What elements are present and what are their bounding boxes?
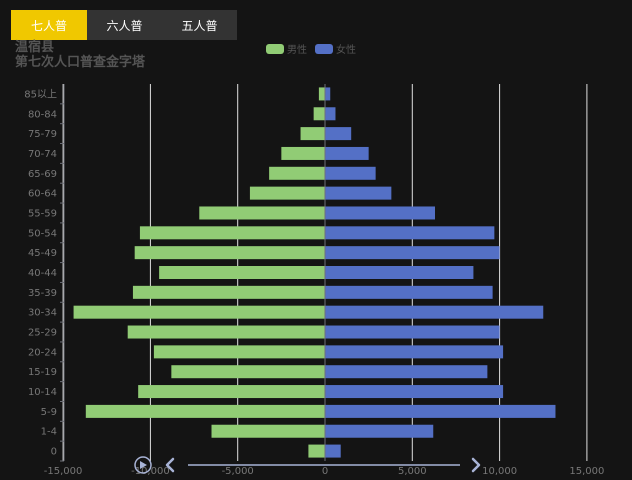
y-tick-label: 60-64: [28, 189, 57, 200]
x-tick-label: 5,000: [398, 466, 427, 477]
bar-male[interactable]: [313, 107, 325, 121]
bar-female[interactable]: [325, 365, 488, 379]
y-tick-label: 75-79: [28, 129, 57, 140]
bar-female[interactable]: [325, 246, 500, 260]
bar-male[interactable]: [134, 246, 325, 260]
x-tick-label: 15,000: [569, 466, 604, 477]
legend-item-male[interactable]: 男性: [266, 41, 307, 56]
chart-title-line1: 温宿县: [15, 40, 55, 55]
tab-7th-census[interactable]: 七人普: [11, 10, 87, 40]
bar-male[interactable]: [171, 365, 325, 379]
bar-male[interactable]: [300, 127, 325, 141]
y-tick-label: 30-34: [28, 308, 57, 319]
y-tick-label: 55-59: [28, 208, 57, 219]
bar-male[interactable]: [132, 285, 325, 299]
bar-male[interactable]: [159, 266, 325, 279]
bar-female[interactable]: [325, 404, 556, 418]
y-tick-label: 5-9: [41, 407, 57, 418]
tab-6th-census[interactable]: 六人普: [106, 18, 143, 33]
play-button[interactable]: [134, 456, 152, 474]
y-tick-label: 35-39: [28, 288, 57, 299]
bar-female[interactable]: [325, 305, 544, 319]
bar-male[interactable]: [73, 305, 326, 319]
y-tick-label: 85以上: [24, 88, 57, 100]
bar-male[interactable]: [308, 444, 325, 458]
bar-male[interactable]: [281, 146, 325, 160]
bar-male[interactable]: [85, 404, 325, 418]
bar-female[interactable]: [325, 107, 336, 121]
legend-item-female[interactable]: 女性: [315, 41, 356, 56]
legend-swatch-male: [266, 43, 284, 54]
x-tick-label: -15,000: [44, 466, 83, 477]
y-tick-label: 40-44: [28, 268, 57, 279]
bar-female[interactable]: [325, 226, 495, 240]
bar-female[interactable]: [325, 444, 341, 458]
play-icon: [140, 461, 147, 469]
chart-title: 温宿县 第七次人口普查金字塔: [15, 40, 145, 70]
bar-female[interactable]: [325, 166, 376, 180]
x-tick-label: -10,000: [131, 466, 170, 477]
bar-female[interactable]: [325, 87, 331, 101]
bar-female[interactable]: [325, 385, 504, 399]
y-tick-label: 45-49: [28, 248, 57, 259]
bar-female[interactable]: [325, 127, 352, 141]
y-tick-label: 80-84: [28, 109, 57, 120]
legend-label-female: 女性: [336, 45, 356, 56]
bar-female[interactable]: [325, 186, 392, 200]
legend: 男性 女性: [266, 41, 356, 56]
bar-male[interactable]: [211, 424, 325, 438]
bar-male[interactable]: [138, 385, 325, 399]
y-tick-label: 20-24: [28, 347, 57, 358]
x-tick-label: 10,000: [482, 466, 517, 477]
bar-female[interactable]: [325, 206, 435, 220]
x-tick-label: -5,000: [222, 466, 254, 477]
bar-male[interactable]: [269, 166, 325, 180]
y-tick-label: 25-29: [28, 328, 57, 339]
prev-icon[interactable]: [165, 457, 175, 473]
y-tick-label: 15-19: [28, 367, 57, 378]
bar-male[interactable]: [249, 186, 325, 200]
bar-male[interactable]: [127, 325, 326, 339]
bar-male[interactable]: [139, 226, 325, 240]
bar-male[interactable]: [318, 87, 325, 101]
x-tick-label: 0: [322, 466, 328, 477]
bar-female[interactable]: [325, 424, 434, 438]
y-tick-label: 10-14: [28, 387, 57, 398]
bar-female[interactable]: [325, 325, 500, 339]
bar-female[interactable]: [325, 285, 493, 299]
census-tabs: 七人普 六人普 五人普: [11, 10, 237, 40]
bar-female[interactable]: [325, 345, 504, 359]
y-tick-label: 0: [51, 447, 57, 458]
tab-5th-census[interactable]: 五人普: [181, 18, 218, 33]
y-tick-label: 65-69: [28, 169, 57, 180]
y-tick-label: 1-4: [41, 427, 57, 438]
bar-female[interactable]: [325, 266, 474, 279]
chart-title-line2: 第七次人口普查金字塔: [15, 55, 146, 70]
next-icon[interactable]: [471, 457, 481, 473]
y-tick-label: 70-74: [28, 149, 57, 160]
y-tick-label: 50-54: [28, 228, 57, 239]
legend-label-male: 男性: [287, 45, 307, 56]
bar-male[interactable]: [153, 345, 325, 359]
bar-female[interactable]: [325, 146, 369, 160]
bar-male[interactable]: [199, 206, 325, 220]
legend-swatch-female: [315, 43, 333, 54]
